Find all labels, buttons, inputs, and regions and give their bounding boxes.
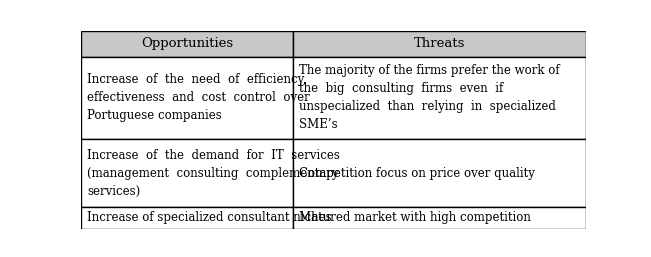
- Bar: [81, 57, 293, 139]
- Text: Matured market with high competition: Matured market with high competition: [299, 211, 531, 224]
- Text: Competition focus on price over quality: Competition focus on price over quality: [299, 167, 535, 180]
- Bar: [293, 139, 586, 207]
- Text: The majority of the firms prefer the work of
the  big  consulting  firms  even  : The majority of the firms prefer the wor…: [299, 65, 560, 132]
- Bar: [81, 139, 293, 207]
- Text: Increase of specialized consultant niches: Increase of specialized consultant niche…: [87, 211, 332, 224]
- Text: Threats: Threats: [414, 37, 465, 50]
- Bar: [81, 31, 293, 57]
- Bar: [293, 207, 586, 229]
- Text: Increase  of  the  demand  for  IT  services
(management  consulting  complement: Increase of the demand for IT services (…: [87, 149, 340, 198]
- Text: Opportunities: Opportunities: [141, 37, 234, 50]
- Bar: [293, 31, 586, 57]
- Text: Increase  of  the  need  of  efficiency,
effectiveness  and  cost  control  over: Increase of the need of efficiency, effe…: [87, 74, 310, 123]
- Bar: [293, 57, 586, 139]
- Bar: [81, 207, 293, 229]
